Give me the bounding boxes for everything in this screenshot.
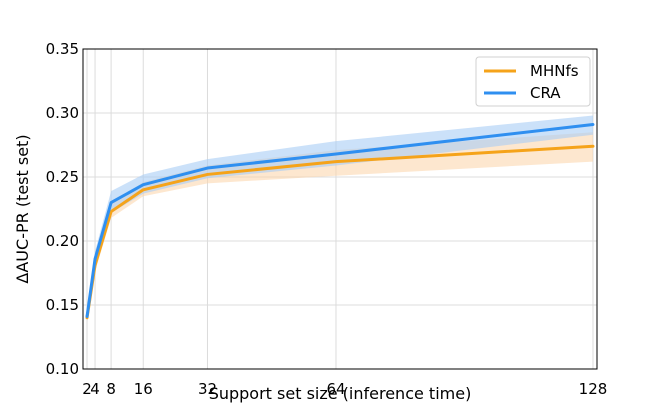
x-tick-label: 32 bbox=[198, 380, 217, 398]
x-tick-label: 128 bbox=[579, 380, 608, 398]
x-tick-label: 8 bbox=[106, 380, 116, 398]
x-tick-labels: 24 8 16 32 64 128 bbox=[82, 380, 607, 398]
x-tick-label: 4 bbox=[90, 380, 100, 398]
y-tick-label: 0.20 bbox=[46, 232, 79, 250]
x-axis-label: Support set size (inference time) bbox=[209, 384, 472, 403]
y-tick-label: 0.10 bbox=[46, 360, 79, 378]
confidence-bands bbox=[87, 115, 593, 322]
line-cra bbox=[85, 123, 595, 319]
y-tick-labels: 0.10 0.15 0.20 0.25 0.30 0.35 bbox=[46, 40, 79, 378]
x-tick-label: 64 bbox=[326, 380, 345, 398]
y-tick-label: 0.15 bbox=[46, 296, 79, 314]
legend-label-mhnfs: MHNfs bbox=[530, 62, 579, 80]
x-tick-label: 16 bbox=[134, 380, 153, 398]
legend: MHNfs CRA bbox=[475, 56, 591, 107]
plot-frame bbox=[82, 48, 598, 370]
y-tick-label: 0.25 bbox=[46, 168, 79, 186]
legend-label-cra: CRA bbox=[530, 84, 561, 102]
y-axis-label: ΔAUC-PR (test set) bbox=[13, 134, 32, 283]
y-tick-label: 0.30 bbox=[46, 104, 79, 122]
band-mhnfs bbox=[87, 132, 593, 322]
x-tick-label: 2 bbox=[82, 380, 92, 398]
y-tick-label: 0.35 bbox=[46, 40, 79, 58]
series-lines bbox=[85, 123, 595, 320]
